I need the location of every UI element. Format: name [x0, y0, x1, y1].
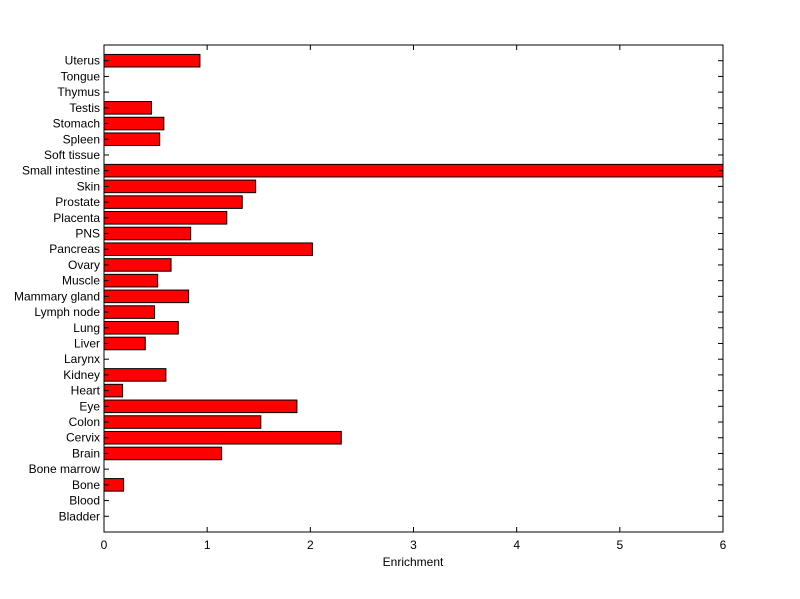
bar-liver [103, 336, 146, 351]
x-tick-label-4: 4 [513, 538, 520, 552]
bar-lung [103, 320, 179, 335]
y-tick-label-bone-marrow: Bone marrow [29, 462, 101, 476]
y-tick-label-pancreas: Pancreas [49, 242, 100, 256]
y-tick-label-stomach: Stomach [53, 117, 100, 131]
y-tick-label-skin: Skin [77, 179, 100, 193]
y-tick-label-larynx: Larynx [64, 352, 100, 366]
x-tick-label-5: 5 [616, 538, 623, 552]
y-tick-label-uterus: Uterus [65, 54, 100, 68]
bar-prostate [103, 195, 243, 209]
y-tick-label-lung: Lung [73, 321, 100, 335]
y-tick-label-thymus: Thymus [57, 85, 100, 99]
y-tick-label-colon: Colon [69, 415, 100, 429]
bar-brain [103, 446, 223, 461]
y-tick-label-heart: Heart [71, 384, 101, 398]
bar-skin [103, 179, 257, 194]
y-tick-label-brain: Brain [72, 446, 100, 460]
y-tick-label-lymph-node: Lymph node [34, 305, 100, 319]
y-tick-label-tongue: Tongue [61, 69, 101, 83]
y-tick-label-eye: Eye [79, 399, 100, 413]
y-tick-label-pns: PNS [75, 227, 100, 241]
bar-cervix [103, 430, 342, 445]
bar-placenta [103, 211, 228, 225]
bar-testis [103, 101, 152, 115]
y-tick-label-testis: Testis [69, 101, 100, 115]
x-axis-title: Enrichment [383, 555, 444, 569]
x-tick-label-0: 0 [101, 538, 108, 552]
bar-small-intestine [103, 163, 724, 178]
x-tick-label-6: 6 [720, 538, 727, 552]
bar-stomach [103, 116, 165, 131]
y-tick-label-blood: Blood [69, 494, 100, 508]
y-tick-label-liver: Liver [74, 336, 100, 350]
bar-lymph-node [103, 305, 156, 319]
x-tick-label-2: 2 [307, 538, 314, 552]
bar-pns [103, 226, 192, 241]
y-tick-label-soft-tissue: Soft tissue [44, 148, 100, 162]
y-tick-label-small-intestine: Small intestine [22, 164, 100, 178]
bar-pancreas [103, 242, 313, 257]
plot-frame [103, 44, 724, 533]
bar-mammary-gland [103, 289, 190, 304]
bar-uterus [103, 53, 201, 68]
bar-ovary [103, 258, 172, 272]
y-tick-label-spleen: Spleen [63, 132, 100, 146]
y-tick-label-ovary: Ovary [68, 258, 100, 272]
y-tick-label-placenta: Placenta [53, 211, 100, 225]
y-tick-label-cervix: Cervix [66, 431, 100, 445]
y-tick-label-bone: Bone [72, 478, 100, 492]
y-tick-label-mammary-gland: Mammary gland [14, 289, 100, 303]
y-tick-label-muscle: Muscle [62, 274, 100, 288]
x-tick-label-1: 1 [204, 538, 211, 552]
x-tick-label-3: 3 [410, 538, 417, 552]
bar-kidney [103, 368, 167, 382]
bar-muscle [103, 273, 159, 288]
y-tick-label-prostate: Prostate [55, 195, 100, 209]
y-tick-label-kidney: Kidney [63, 368, 100, 382]
bar-colon [103, 415, 262, 429]
bar-eye [103, 399, 298, 414]
y-tick-label-bladder: Bladder [59, 509, 100, 523]
bar-spleen [103, 132, 161, 147]
